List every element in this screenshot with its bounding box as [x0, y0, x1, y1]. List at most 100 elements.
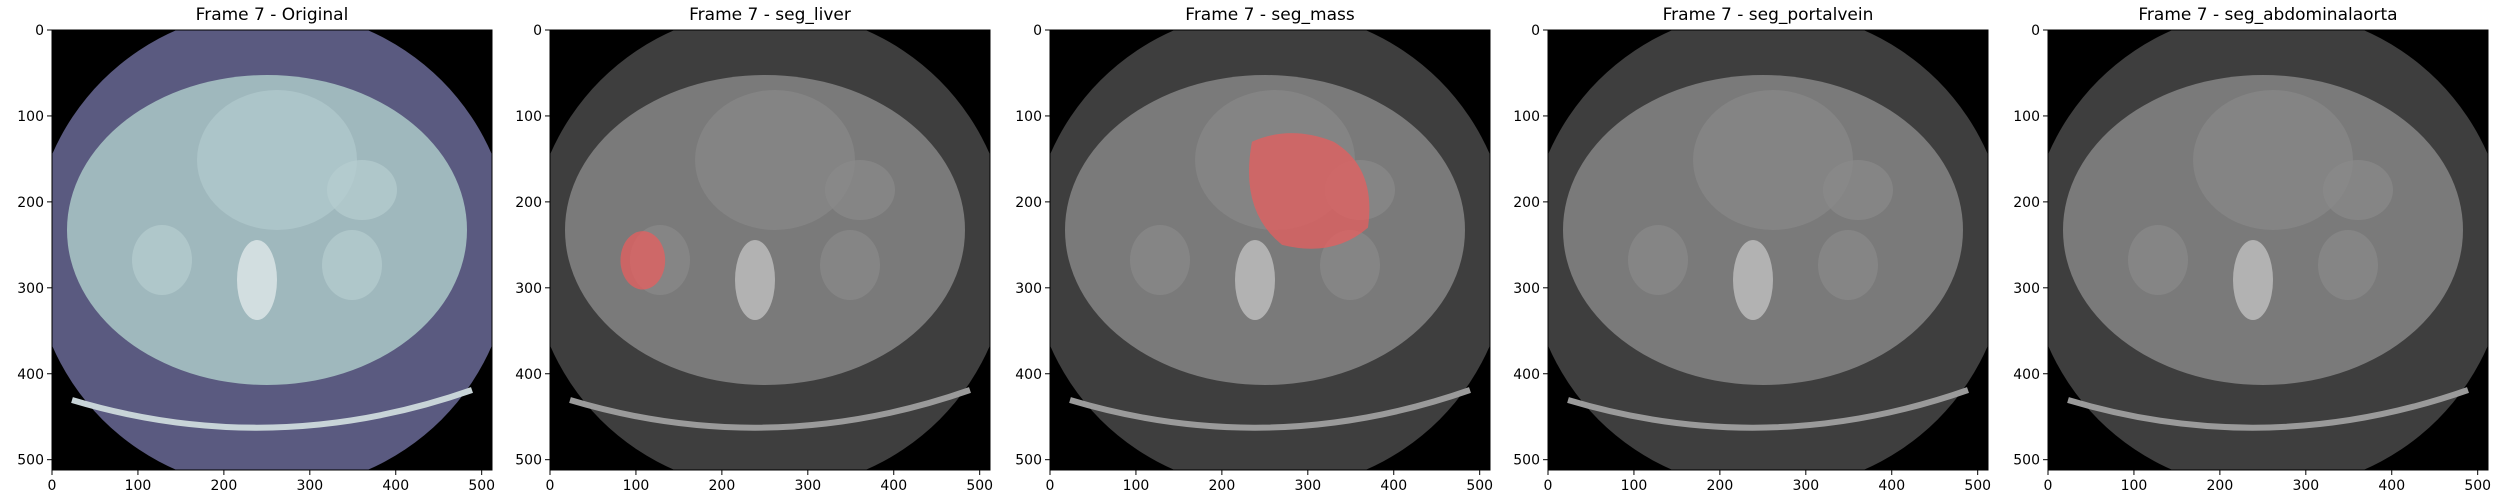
scanner-table — [1567, 387, 1969, 431]
y-tick-label: 300 — [1015, 281, 1042, 297]
image-panel-4: Frame 7 - seg_portalvein 0 100 200 300 400 500… — [1513, 5, 1991, 494]
y-tick-label: 200 — [17, 195, 44, 211]
spleen — [2323, 160, 2393, 220]
y-tick-label: 100 — [17, 109, 44, 125]
axes-frame — [1049, 29, 1491, 471]
y-tick-label: 500 — [2013, 453, 2040, 469]
kidney-left — [1130, 225, 1190, 295]
organ-region — [695, 90, 855, 230]
y-tick-label: 200 — [515, 195, 542, 211]
y-tick-label: 500 — [1015, 453, 1042, 469]
axes-frame — [549, 29, 991, 471]
x-tick-label: 0 — [2044, 478, 2053, 494]
scanner-table — [569, 387, 971, 431]
kidney-right — [322, 230, 382, 300]
y-tick-label: 400 — [17, 367, 44, 383]
spine — [1733, 240, 1773, 320]
x-tick-label: 300 — [2292, 478, 2319, 494]
x-tick-label: 0 — [48, 478, 57, 494]
x-tick-label: 100 — [125, 478, 152, 494]
x-tick-label: 500 — [966, 478, 993, 494]
kidney-right — [2318, 230, 2378, 300]
organ-region — [2193, 90, 2353, 230]
spleen — [825, 160, 895, 220]
x-tick-label: 300 — [1294, 478, 1321, 494]
kidney-right — [1320, 230, 1380, 300]
x-tick-label: 300 — [296, 478, 323, 494]
y-tick-label: 200 — [1015, 195, 1042, 211]
x-tick-label: 400 — [1878, 478, 1905, 494]
x-tick-label: 500 — [2464, 478, 2491, 494]
x-tick-label: 300 — [794, 478, 821, 494]
scanner-table — [1069, 387, 1471, 431]
x-tick-label: 400 — [2378, 478, 2405, 494]
x-tick-label: 400 — [1380, 478, 1407, 494]
y-tick-label: 200 — [1513, 195, 1540, 211]
y-tick-label: 300 — [2013, 281, 2040, 297]
spine — [735, 240, 775, 320]
x-tick-label: 300 — [1792, 478, 1819, 494]
x-tick-label: 500 — [468, 478, 495, 494]
y-tick-label: 300 — [17, 281, 44, 297]
y-tick-label: 400 — [2013, 367, 2040, 383]
kidney-left — [132, 225, 192, 295]
y-tick-label: 0 — [1531, 23, 1540, 39]
y-tick-label: 100 — [1015, 109, 1042, 125]
scanner-table — [71, 387, 473, 431]
mass-segmentation-overlay — [1248, 133, 1370, 249]
y-tick-label: 300 — [515, 281, 542, 297]
y-tick-label: 0 — [1033, 23, 1042, 39]
x-tick-label: 200 — [2207, 478, 2234, 494]
y-tick-label: 400 — [1513, 367, 1540, 383]
x-tick-label: 100 — [2121, 478, 2148, 494]
scanner-table — [2067, 387, 2469, 431]
y-tick-label: 300 — [1513, 281, 1540, 297]
kidney-right — [820, 230, 880, 300]
x-tick-label: 100 — [1123, 478, 1150, 494]
x-tick-label: 500 — [1466, 478, 1493, 494]
spine — [237, 240, 277, 320]
axes-frame — [1547, 29, 1989, 471]
x-tick-label: 100 — [1621, 478, 1648, 494]
y-tick-label: 500 — [17, 453, 44, 469]
x-tick-label: 100 — [623, 478, 650, 494]
y-tick-label: 100 — [1513, 109, 1540, 125]
x-tick-label: 400 — [880, 478, 907, 494]
spine — [2233, 240, 2273, 320]
y-tick-label: 400 — [1015, 367, 1042, 383]
x-tick-label: 0 — [546, 478, 555, 494]
axes-frame — [51, 29, 493, 471]
x-tick-label: 200 — [1707, 478, 1734, 494]
y-tick-label: 400 — [515, 367, 542, 383]
organ-region — [1693, 90, 1853, 230]
liver-segmentation-overlay — [620, 231, 666, 290]
y-tick-label: 500 — [515, 453, 542, 469]
kidney-left — [2128, 225, 2188, 295]
spine — [1235, 240, 1275, 320]
kidney-right — [1818, 230, 1878, 300]
spleen — [327, 160, 397, 220]
x-tick-label: 0 — [1544, 478, 1553, 494]
y-tick-label: 0 — [35, 23, 44, 39]
y-tick-label: 100 — [515, 109, 542, 125]
x-tick-label: 500 — [1964, 478, 1991, 494]
panel-title: Frame 7 - Original — [196, 5, 349, 25]
panel-title: Frame 7 - seg_mass — [1185, 5, 1355, 25]
organ-region — [197, 90, 357, 230]
abdomen-cross-section — [1065, 75, 1465, 385]
x-tick-label: 200 — [709, 478, 736, 494]
image-panel-5: Frame 7 - seg_abdominalaorta 0 100 200 300 40… — [2013, 5, 2491, 494]
x-tick-label: 0 — [1046, 478, 1055, 494]
panel-title: Frame 7 - seg_liver — [689, 5, 851, 25]
y-tick-label: 200 — [2013, 195, 2040, 211]
y-tick-label: 0 — [533, 23, 542, 39]
kidney-left — [1628, 225, 1688, 295]
y-tick-label: 100 — [2013, 109, 2040, 125]
x-tick-label: 200 — [1209, 478, 1236, 494]
panel-title: Frame 7 - seg_abdominalaorta — [2138, 5, 2397, 25]
y-tick-label: 500 — [1513, 453, 1540, 469]
